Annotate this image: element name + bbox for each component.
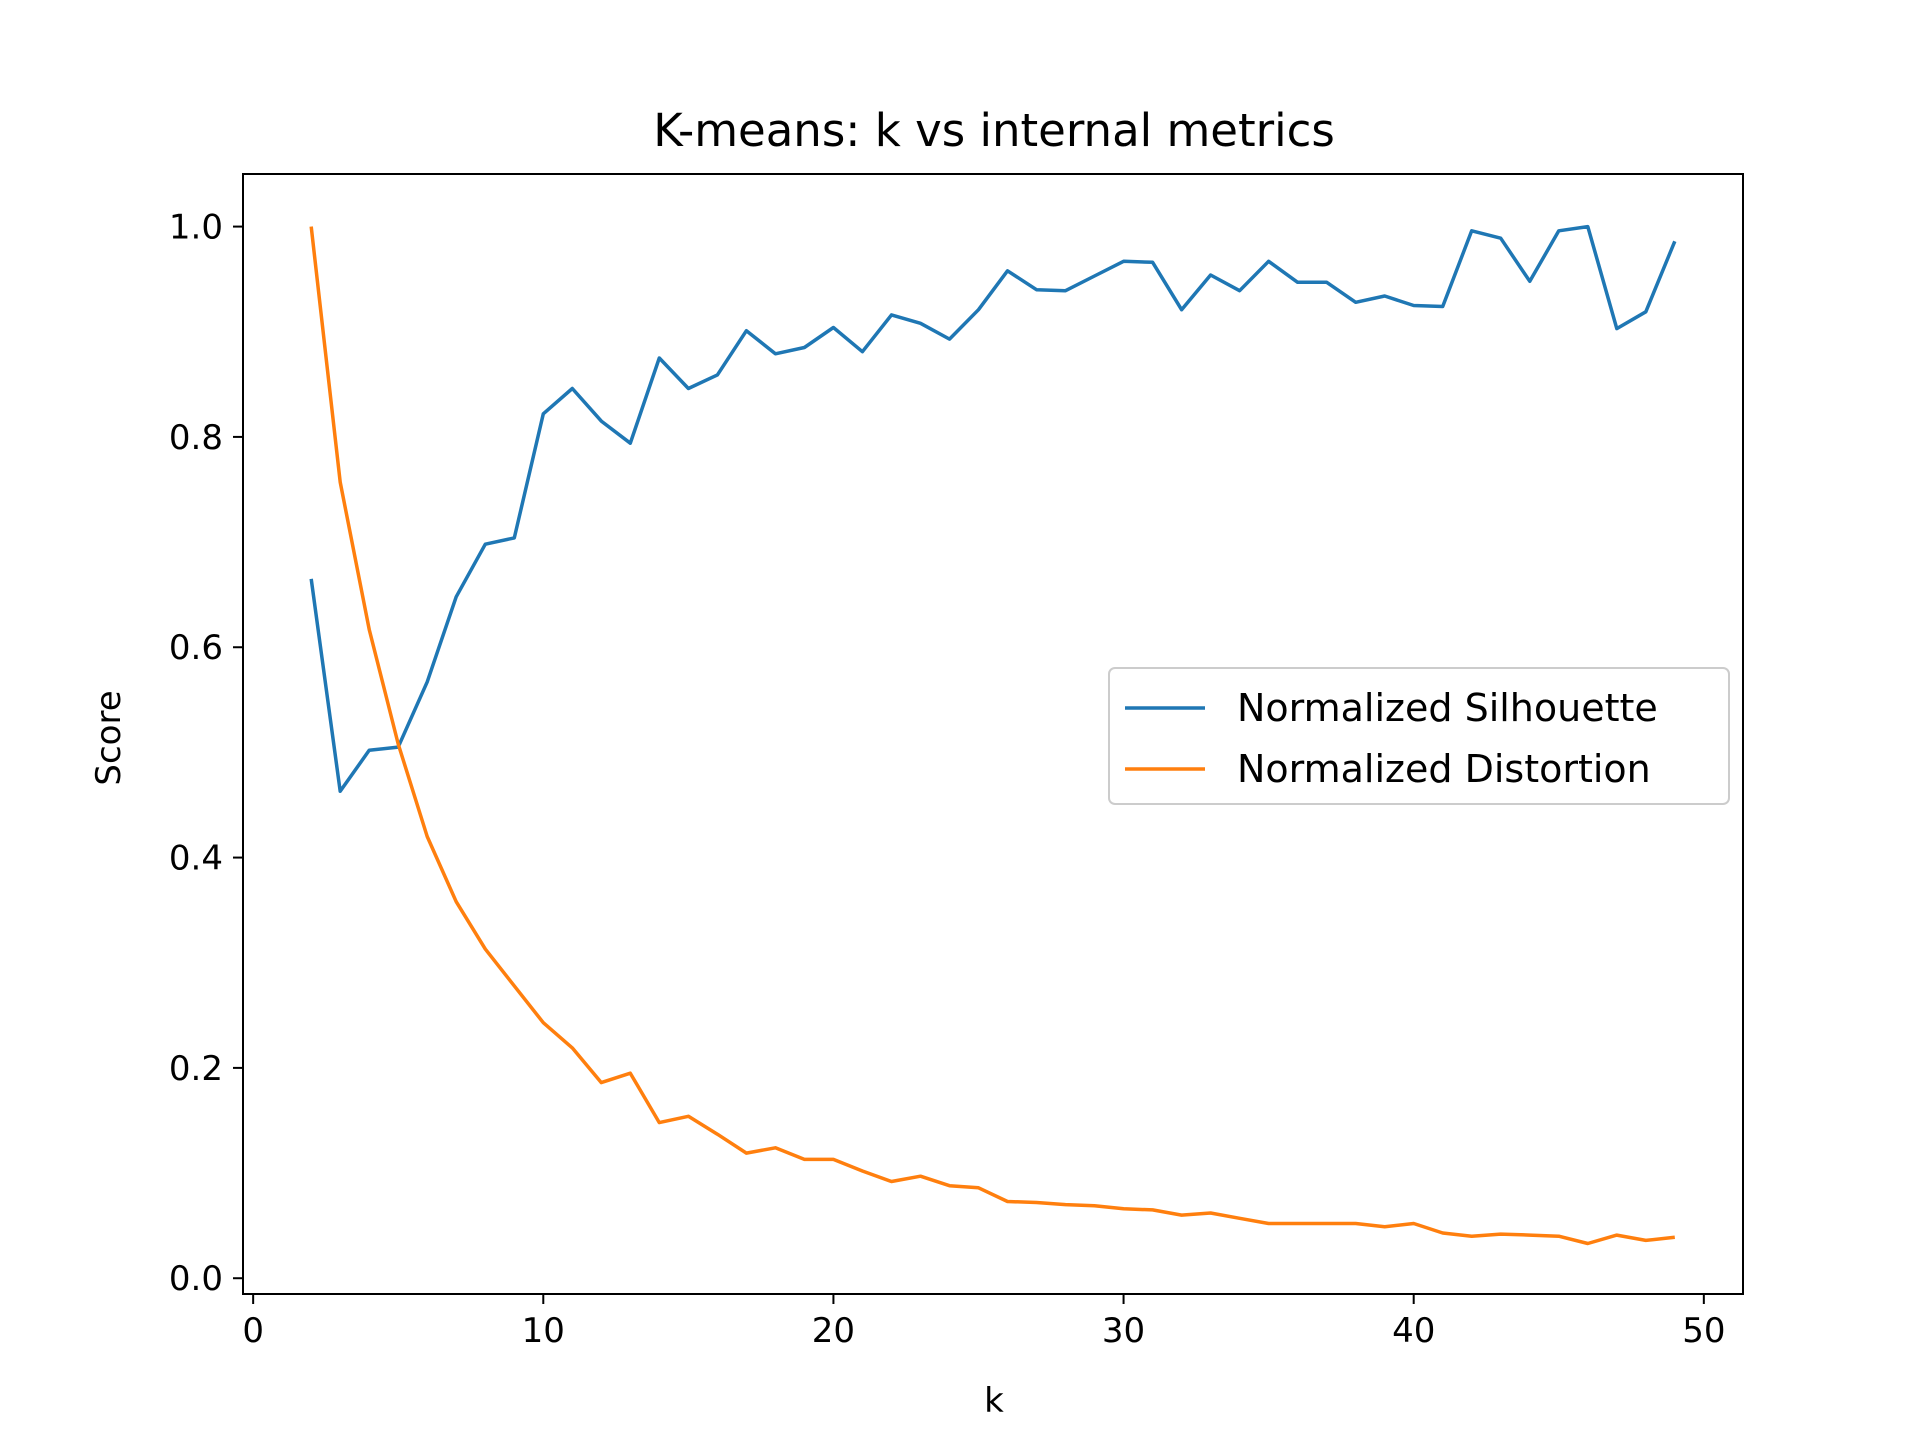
y-tick-label: 0.4 [169,839,223,879]
x-tick-label: 10 [522,1311,565,1351]
x-axis: 0 10 20 30 40 50 [242,1294,1725,1351]
x-tick-label: 20 [812,1311,855,1351]
legend: Normalized Silhouette Normalized Distorti… [1108,667,1730,805]
x-tick-label: 0 [242,1311,264,1351]
y-tick-label: 0.6 [169,628,223,668]
y-axis: 0.0 0.2 0.4 0.6 0.8 1.0 [169,208,243,1299]
x-axis-label: k [984,1381,1004,1421]
chart-title: K-means: k vs internal metrics [653,104,1335,157]
y-tick-label: 0.2 [169,1049,223,1089]
y-tick-label: 0.8 [169,418,223,458]
legend-box [1108,667,1730,805]
series-line-normalized-distortion [309,226,1675,1246]
axes-frame [242,173,1744,1295]
legend-label: Normalized Distortion [1237,747,1651,791]
y-tick-label: 0.0 [169,1259,223,1299]
x-tick-label: 30 [1102,1311,1145,1351]
series-layer [309,224,1677,1246]
y-tick-label: 1.0 [169,208,223,248]
legend-label: Normalized Silhouette [1237,686,1658,730]
series-line-normalized-silhouette [309,224,1677,794]
x-tick-label: 50 [1682,1311,1725,1351]
x-tick-label: 40 [1392,1311,1435,1351]
y-axis-label: Score [89,690,129,785]
